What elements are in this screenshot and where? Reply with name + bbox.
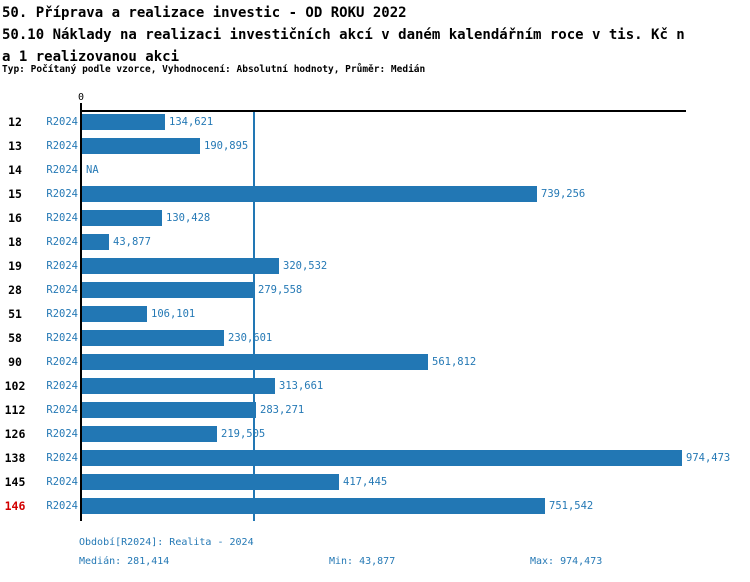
- x-axis-zero-tick-label: 0: [77, 92, 85, 103]
- bar-value-label: 739,256: [541, 188, 586, 200]
- row-series-label: R2024: [46, 212, 78, 224]
- footer-median-label: Medián: 281,414: [79, 556, 170, 567]
- bar-value-label: 130,428: [166, 212, 211, 224]
- row-id-label: 58: [8, 331, 22, 345]
- bar[interactable]: [82, 114, 165, 130]
- report-title-line3: a 1 realizovanou akci: [2, 49, 180, 65]
- row-series-label: R2024: [46, 500, 78, 512]
- row-id-label: 112: [4, 403, 26, 417]
- row-id-label: 18: [8, 235, 22, 249]
- bar[interactable]: [82, 498, 545, 514]
- bar-value-label: 751,542: [549, 500, 594, 512]
- row-series-label: R2024: [46, 188, 78, 200]
- row-series-label: R2024: [46, 332, 78, 344]
- bar[interactable]: [82, 330, 224, 346]
- row-series-label: R2024: [46, 308, 78, 320]
- row-series-label: R2024: [46, 476, 78, 488]
- row-series-label: R2024: [46, 452, 78, 464]
- bar-value-label: 190,895: [204, 140, 249, 152]
- row-id-label: 19: [8, 259, 22, 273]
- row-id-label: 146: [4, 499, 26, 513]
- row-id-label: 102: [4, 379, 26, 393]
- row-id-label: 138: [4, 451, 26, 465]
- row-id-label: 126: [4, 427, 26, 441]
- table-row: 19 R2024 320,532: [0, 254, 750, 278]
- table-row: 16 R2024 130,428: [0, 206, 750, 230]
- chart-y-axis-line: [80, 103, 82, 521]
- bar[interactable]: [82, 474, 339, 490]
- row-id-label: 13: [8, 139, 22, 153]
- chart-rows: 12 R2024 134,621 13 R2024 190,895 14 R2024 NA 15 R…: [0, 110, 750, 518]
- table-row: 12 R2024 134,621: [0, 110, 750, 134]
- bar-value-label: 320,532: [283, 260, 328, 272]
- table-row: 14 R2024 NA: [0, 158, 750, 182]
- table-row: 138 R2024 974,473: [0, 446, 750, 470]
- bar[interactable]: [82, 426, 217, 442]
- table-row: 146 R2024 751,542: [0, 494, 750, 518]
- bar[interactable]: [82, 138, 200, 154]
- bar-value-label: NA: [86, 164, 99, 176]
- table-row: 13 R2024 190,895: [0, 134, 750, 158]
- row-id-label: 145: [4, 475, 26, 489]
- row-id-label: 16: [8, 211, 22, 225]
- bar[interactable]: [82, 282, 254, 298]
- row-id-label: 12: [8, 115, 22, 129]
- report-title-line2: 50.10 Náklady na realizaci investičních …: [2, 27, 685, 43]
- report-title-line1: 50. Příprava a realizace investic - OD R…: [2, 5, 407, 21]
- footer-max-label: Max: 974,473: [530, 556, 603, 567]
- bar[interactable]: [82, 378, 275, 394]
- bar[interactable]: [82, 258, 279, 274]
- bar[interactable]: [82, 354, 428, 370]
- table-row: 102 R2024 313,661: [0, 374, 750, 398]
- row-series-label: R2024: [46, 260, 78, 272]
- bar-value-label: 134,621: [169, 116, 214, 128]
- table-row: 18 R2024 43,877: [0, 230, 750, 254]
- report-subtitle: Typ: Počítaný podle vzorce, Vyhodnocení:…: [2, 64, 426, 75]
- table-row: 145 R2024 417,445: [0, 470, 750, 494]
- table-row: 28 R2024 279,558: [0, 278, 750, 302]
- table-row: 126 R2024 219,505: [0, 422, 750, 446]
- row-series-label: R2024: [46, 116, 78, 128]
- table-row: 51 R2024 106,101: [0, 302, 750, 326]
- bar[interactable]: [82, 450, 682, 466]
- row-id-label: 15: [8, 187, 22, 201]
- bar-value-label: 219,505: [221, 428, 266, 440]
- row-id-label: 28: [8, 283, 22, 297]
- row-series-label: R2024: [46, 236, 78, 248]
- footer-period-label: Období[R2024]: Realita - 2024: [79, 537, 254, 548]
- row-series-label: R2024: [46, 404, 78, 416]
- chart-top-axis-line: [80, 110, 686, 112]
- row-series-label: R2024: [46, 284, 78, 296]
- bar-value-label: 417,445: [343, 476, 388, 488]
- bar[interactable]: [82, 306, 147, 322]
- row-series-label: R2024: [46, 428, 78, 440]
- bar-value-label: 230,601: [228, 332, 273, 344]
- table-row: 112 R2024 283,271: [0, 398, 750, 422]
- bar-value-label: 313,661: [279, 380, 324, 392]
- bar[interactable]: [82, 234, 109, 250]
- row-series-label: R2024: [46, 164, 78, 176]
- bar-value-label: 561,812: [432, 356, 477, 368]
- bar[interactable]: [82, 402, 256, 418]
- row-series-label: R2024: [46, 356, 78, 368]
- bar-value-label: 43,877: [113, 236, 151, 248]
- table-row: 90 R2024 561,812: [0, 350, 750, 374]
- bar[interactable]: [82, 186, 537, 202]
- bar-value-label: 283,271: [260, 404, 305, 416]
- footer-min-label: Min: 43,877: [329, 556, 396, 567]
- bar[interactable]: [82, 210, 162, 226]
- row-id-label: 51: [8, 307, 22, 321]
- bar-value-label: 106,101: [151, 308, 196, 320]
- table-row: 15 R2024 739,256: [0, 182, 750, 206]
- bar-value-label: 279,558: [258, 284, 303, 296]
- table-row: 58 R2024 230,601: [0, 326, 750, 350]
- row-id-label: 90: [8, 355, 22, 369]
- row-series-label: R2024: [46, 140, 78, 152]
- bar-value-label: 974,473: [686, 452, 731, 464]
- row-id-label: 14: [8, 163, 22, 177]
- row-series-label: R2024: [46, 380, 78, 392]
- median-line: [253, 112, 255, 521]
